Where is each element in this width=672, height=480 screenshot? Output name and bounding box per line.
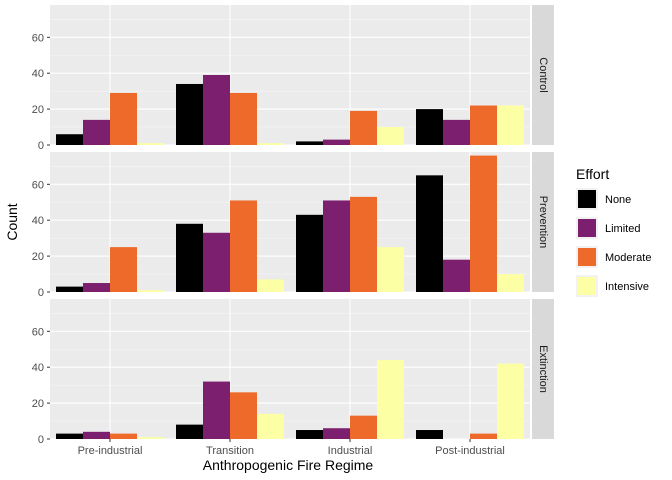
panel-background bbox=[50, 299, 530, 439]
bar-prevention-industrial-intensive bbox=[377, 247, 404, 292]
bar-prevention-post-industrial-moderate bbox=[470, 156, 497, 292]
legend-label: Limited bbox=[605, 223, 640, 235]
legend-item-intensive: Intensive bbox=[576, 275, 649, 297]
legend-swatch bbox=[578, 219, 596, 237]
legend-swatch bbox=[578, 248, 596, 266]
legend-title: Effort bbox=[576, 166, 609, 182]
bar-control-industrial-none bbox=[296, 141, 323, 145]
bar-control-post-industrial-moderate bbox=[470, 106, 497, 145]
bar-control-transition-moderate bbox=[230, 93, 257, 145]
facet-panels: 0 20 40 60 Control 0 20 40 60 Prevention 0 20 40 60 Ex… bbox=[32, 5, 554, 457]
legend-label: Intensive bbox=[605, 281, 649, 293]
bar-prevention-industrial-none bbox=[296, 215, 323, 292]
bar-prevention-pre-industrial-limited bbox=[83, 283, 110, 292]
x-tick-label: Transition bbox=[206, 445, 254, 457]
bar-prevention-transition-limited bbox=[203, 233, 230, 292]
y-tick-label: 20 bbox=[32, 251, 44, 263]
bar-control-pre-industrial-moderate bbox=[110, 93, 137, 145]
bar-extinction-pre-industrial-none bbox=[56, 434, 83, 439]
bar-extinction-transition-intensive bbox=[257, 414, 284, 439]
bar-control-post-industrial-intensive bbox=[497, 106, 524, 145]
bar-control-pre-industrial-none bbox=[56, 134, 83, 145]
y-tick-label: 60 bbox=[32, 326, 44, 338]
legend-item-none: None bbox=[576, 188, 631, 210]
legend-item-moderate: Moderate bbox=[576, 246, 651, 268]
facet-strip-label: Prevention bbox=[537, 196, 549, 249]
bar-prevention-pre-industrial-moderate bbox=[110, 247, 137, 292]
bar-extinction-transition-none bbox=[176, 425, 203, 439]
x-tick-label: Post-industrial bbox=[435, 445, 505, 457]
bar-extinction-transition-moderate bbox=[230, 392, 257, 439]
bar-control-pre-industrial-intensive bbox=[137, 143, 164, 145]
legend-item-limited: Limited bbox=[576, 217, 640, 239]
y-tick-label: 0 bbox=[38, 434, 44, 446]
x-tick-label: Industrial bbox=[328, 445, 373, 457]
bar-extinction-industrial-none bbox=[296, 430, 323, 439]
facet-panel-extinction: 0 20 40 60 Extinction bbox=[32, 299, 554, 446]
legend-label: None bbox=[605, 194, 631, 206]
legend-label: Moderate bbox=[605, 252, 651, 264]
bar-prevention-transition-moderate bbox=[230, 200, 257, 292]
bar-prevention-transition-intensive bbox=[257, 279, 284, 292]
bar-extinction-pre-industrial-moderate bbox=[110, 434, 137, 439]
bar-prevention-pre-industrial-intensive bbox=[137, 290, 164, 292]
bar-control-transition-intensive bbox=[257, 143, 284, 145]
legend: Effort None Limited Moderate Intensive bbox=[576, 166, 651, 297]
bar-control-industrial-moderate bbox=[350, 111, 377, 145]
bar-control-industrial-limited bbox=[323, 140, 350, 145]
y-tick-label: 60 bbox=[32, 32, 44, 44]
bar-extinction-post-industrial-none bbox=[416, 430, 443, 439]
bar-control-post-industrial-limited bbox=[443, 120, 470, 145]
facet-strip-label: Control bbox=[537, 57, 549, 92]
bar-extinction-industrial-intensive bbox=[377, 360, 404, 439]
y-tick-label: 20 bbox=[32, 104, 44, 116]
facet-panel-control: 0 20 40 60 Control bbox=[32, 5, 554, 152]
bar-extinction-post-industrial-intensive bbox=[497, 364, 524, 439]
facet-panel-prevention: 0 20 40 60 Prevention bbox=[32, 152, 554, 299]
bar-control-transition-limited bbox=[203, 75, 230, 145]
bar-prevention-post-industrial-intensive bbox=[497, 274, 524, 292]
bar-extinction-pre-industrial-intensive bbox=[137, 437, 164, 439]
y-tick-label: 0 bbox=[38, 140, 44, 152]
bar-extinction-pre-industrial-limited bbox=[83, 432, 110, 439]
bar-prevention-pre-industrial-none bbox=[56, 287, 83, 292]
y-tick-label: 0 bbox=[38, 287, 44, 299]
y-tick-label: 40 bbox=[32, 68, 44, 80]
bar-prevention-post-industrial-none bbox=[416, 175, 443, 292]
y-tick-label: 20 bbox=[32, 398, 44, 410]
bar-control-pre-industrial-limited bbox=[83, 120, 110, 145]
x-tick-label: Pre-industrial bbox=[78, 445, 143, 457]
legend-swatch bbox=[578, 277, 596, 295]
bar-extinction-industrial-limited bbox=[323, 428, 350, 439]
bar-extinction-post-industrial-moderate bbox=[470, 434, 497, 439]
legend-swatch bbox=[578, 190, 596, 208]
bar-control-post-industrial-none bbox=[416, 109, 443, 145]
facet-strip-label: Extinction bbox=[537, 345, 549, 393]
bar-control-industrial-intensive bbox=[377, 127, 404, 145]
bar-extinction-industrial-moderate bbox=[350, 416, 377, 439]
bar-prevention-post-industrial-limited bbox=[443, 260, 470, 292]
y-axis-title: Count bbox=[4, 203, 20, 240]
y-tick-label: 40 bbox=[32, 362, 44, 374]
bar-extinction-transition-limited bbox=[203, 382, 230, 439]
y-tick-label: 40 bbox=[32, 215, 44, 227]
y-tick-label: 60 bbox=[32, 179, 44, 191]
bar-prevention-industrial-moderate bbox=[350, 197, 377, 292]
x-axis-title: Anthropogenic Fire Regime bbox=[203, 457, 374, 473]
legend-items: None Limited Moderate Intensive bbox=[576, 188, 651, 297]
bar-control-transition-none bbox=[176, 84, 203, 145]
bar-prevention-industrial-limited bbox=[323, 200, 350, 292]
bar-prevention-transition-none bbox=[176, 224, 203, 292]
